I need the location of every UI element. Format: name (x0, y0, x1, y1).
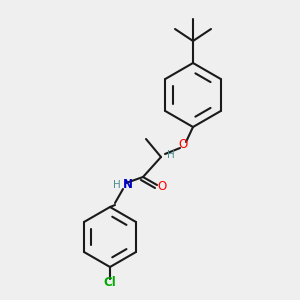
Text: H: H (113, 180, 121, 190)
Text: O: O (178, 139, 188, 152)
Text: H: H (167, 150, 175, 160)
Text: N: N (123, 178, 133, 191)
Text: O: O (158, 181, 166, 194)
Text: Cl: Cl (103, 277, 116, 290)
